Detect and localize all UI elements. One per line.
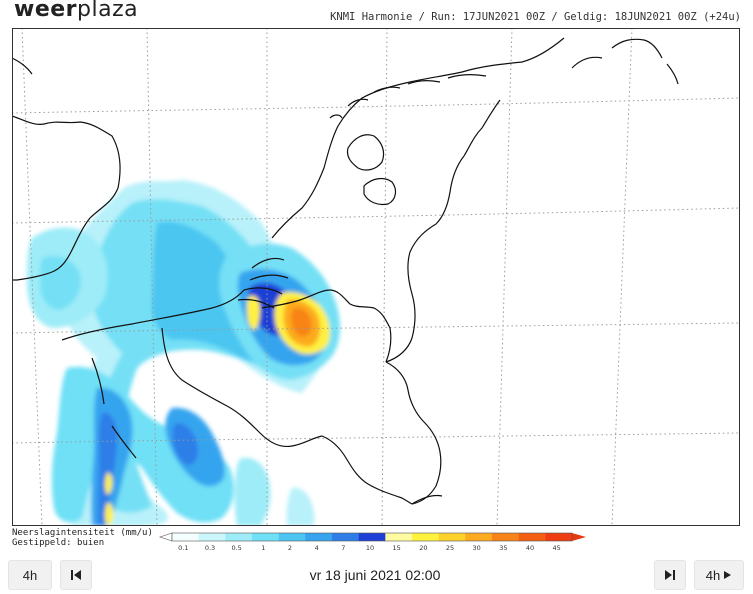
map-frame bbox=[12, 28, 740, 526]
legend-tick-label: 1 bbox=[261, 544, 265, 552]
legend-frame bbox=[171, 532, 573, 542]
header: weerplaza KNMI Harmonie / Run: 17JUN2021… bbox=[0, 0, 753, 28]
legend-swatch bbox=[225, 533, 253, 541]
legend-swatch bbox=[545, 533, 573, 541]
legend-swatch bbox=[465, 533, 493, 541]
step-forward-4h-button[interactable]: 4h bbox=[694, 560, 744, 590]
logo-part-plaza: plaza bbox=[77, 0, 139, 22]
legend-tick-label: 4 bbox=[315, 544, 319, 552]
legend-tick-label: 7 bbox=[341, 544, 345, 552]
legend-cap-low bbox=[159, 532, 173, 542]
legend-tick-label: 0.5 bbox=[231, 544, 241, 552]
step-forward-label: 4h bbox=[705, 567, 721, 583]
timeline-controls: 4h vr 18 juni 2021 02:00 4h bbox=[0, 556, 753, 594]
legend-swatch bbox=[305, 533, 333, 541]
legend-swatch bbox=[438, 533, 466, 541]
legend-colorbar: 0.1 0.3 0.5 1 2 4 7 10 15 20 25 30 35 40 45 bbox=[159, 532, 586, 552]
legend-swatch bbox=[172, 533, 199, 541]
legend-swatch bbox=[492, 533, 519, 541]
legend-swatch bbox=[252, 533, 279, 541]
map-canvas bbox=[12, 28, 740, 526]
play-triangle-icon bbox=[724, 571, 732, 579]
legend-tick-label: 45 bbox=[553, 544, 561, 552]
legend-tick-label: 10 bbox=[366, 544, 374, 552]
legend-tick-label: 25 bbox=[446, 544, 454, 552]
legend-swatch bbox=[332, 533, 359, 541]
legend-swatch bbox=[278, 533, 306, 541]
legend-title-intensity: Neerslagintensiteit (mm/u) bbox=[12, 528, 153, 538]
legend-swatch bbox=[358, 533, 386, 541]
legend-title: Neerslagintensiteit (mm/u) Gestippeld: b… bbox=[12, 528, 153, 548]
weerplaza-logo[interactable]: weerplaza bbox=[14, 0, 138, 22]
model-run-info: KNMI Harmonie / Run: 17JUN2021 00Z / Gel… bbox=[330, 11, 741, 23]
legend: Neerslagintensiteit (mm/u) Gestippeld: b… bbox=[12, 528, 740, 552]
last-frame-button[interactable] bbox=[654, 560, 686, 590]
logo-part-weer: weer bbox=[14, 0, 78, 22]
legend-swatch bbox=[518, 533, 546, 541]
legend-tick-label: 0.1 bbox=[178, 544, 188, 552]
legend-swatch bbox=[412, 533, 439, 541]
step-back-label: 4h bbox=[22, 567, 38, 583]
precipitation-field bbox=[27, 180, 340, 526]
legend-cap-high bbox=[572, 533, 586, 541]
lat-lon-grid bbox=[12, 28, 740, 526]
skip-back-icon bbox=[71, 570, 81, 580]
step-back-4h-button[interactable]: 4h bbox=[8, 560, 52, 590]
legend-tick-label: 30 bbox=[473, 544, 481, 552]
legend-swatch bbox=[385, 533, 413, 541]
legend-tick-label: 20 bbox=[419, 544, 427, 552]
current-time-label: vr 18 juni 2021 02:00 bbox=[309, 567, 441, 583]
legend-tick-label: 2 bbox=[288, 544, 292, 552]
skip-forward-icon bbox=[665, 570, 675, 580]
legend-title-showers: Gestippeld: buien bbox=[12, 538, 105, 548]
legend-tick-label: 0.3 bbox=[205, 544, 215, 552]
legend-swatch bbox=[198, 533, 226, 541]
legend-tick-label: 35 bbox=[499, 544, 507, 552]
legend-tick-label: 40 bbox=[526, 544, 534, 552]
first-frame-button[interactable] bbox=[60, 560, 92, 590]
legend-tick-label: 15 bbox=[393, 544, 401, 552]
precipitation-map bbox=[12, 28, 740, 526]
coastlines-borders bbox=[12, 37, 679, 505]
